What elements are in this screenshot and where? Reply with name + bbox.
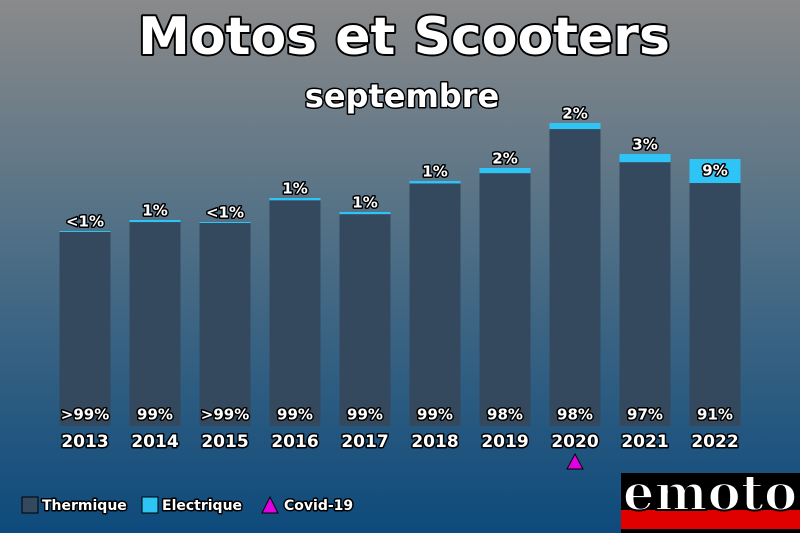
value-label: 1%: [142, 202, 167, 220]
logo: emoto: [623, 463, 798, 522]
value-label: 2%: [562, 105, 587, 123]
bar-segment: [59, 231, 111, 426]
x-tick-label: 2016: [271, 432, 318, 452]
bar-segment: [689, 159, 741, 184]
bar-segment: [549, 123, 601, 130]
value-label: 99%: [347, 406, 383, 424]
value-label: 99%: [417, 406, 453, 424]
legend-marker: [261, 495, 279, 514]
x-tick-label: 2020: [551, 432, 598, 452]
bar-segment: [619, 162, 671, 426]
bar-segment: [339, 214, 391, 426]
legend-swatch: [141, 496, 159, 514]
bar-segment: [689, 183, 741, 426]
marker: [566, 452, 584, 470]
value-label: >99%: [201, 406, 249, 424]
x-tick-label: 2018: [411, 432, 458, 452]
legend-label: Thermique: [42, 498, 127, 514]
x-tick-label: 2013: [61, 432, 108, 452]
value-label: 99%: [277, 406, 313, 424]
value-label: 2%: [492, 150, 517, 168]
bar-segment: [479, 168, 531, 174]
x-tick-label: 2019: [481, 432, 528, 452]
legend-swatch: [21, 496, 39, 514]
value-label: 1%: [352, 194, 377, 212]
bar-segment: [619, 154, 671, 163]
value-label: <1%: [206, 204, 244, 222]
bar-segment: [199, 222, 251, 224]
x-tick-label: 2022: [691, 432, 738, 452]
x-tick-label: 2014: [131, 432, 178, 452]
chart-subtitle: septembre: [305, 77, 499, 115]
bar-segment: [339, 212, 391, 215]
bar-segment: [409, 181, 461, 184]
value-label: 98%: [487, 406, 523, 424]
x-tick-label: 2015: [201, 432, 248, 452]
bar-segment: [549, 129, 601, 426]
x-tick-label: 2017: [341, 432, 388, 452]
value-label: <1%: [66, 213, 104, 231]
bar-segment: [269, 198, 321, 201]
value-label: 1%: [422, 163, 447, 181]
bar-segment: [269, 200, 321, 426]
value-label: 97%: [627, 406, 663, 424]
bar-segment: [409, 183, 461, 426]
chart-title: Motos et Scooters: [138, 7, 670, 67]
value-label: 98%: [557, 406, 593, 424]
legend-label: Electrique: [162, 498, 242, 514]
value-label: 91%: [697, 406, 733, 424]
value-label: >99%: [61, 406, 109, 424]
value-label: 99%: [137, 406, 173, 424]
logo-stripe: [621, 510, 800, 529]
value-label: 9%: [702, 162, 727, 180]
x-tick-label: 2021: [621, 432, 668, 452]
value-label: 3%: [632, 136, 657, 154]
value-label: 1%: [282, 180, 307, 198]
bar-segment: [199, 223, 251, 426]
bar-segment: [479, 173, 531, 426]
legend-label: Covid-19: [284, 498, 353, 514]
bar-segment: [59, 231, 111, 232]
bar-segment: [129, 222, 181, 426]
bar-segment: [129, 220, 181, 223]
